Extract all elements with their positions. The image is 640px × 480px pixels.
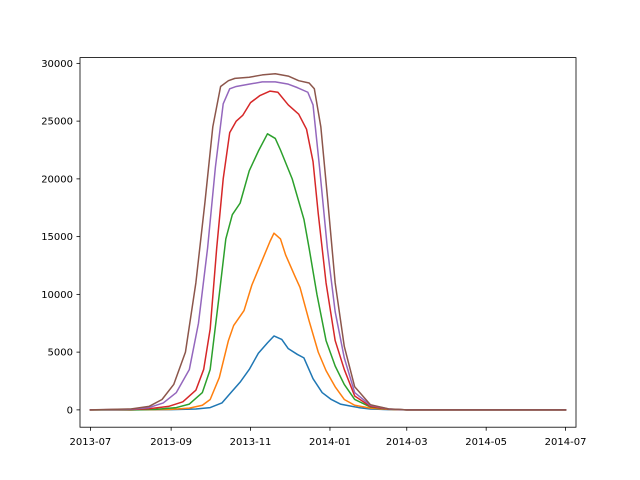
y-tick-label: 30000 <box>41 59 73 70</box>
x-tick-label: 2013-11 <box>230 437 272 448</box>
x-tick-label: 2014-03 <box>386 437 428 448</box>
series-line-5 <box>89 81 567 411</box>
series-layer <box>89 73 567 411</box>
series-line-2 <box>89 232 567 411</box>
y-axis: 0 5000 10000 15000 20000 25000 30000 <box>41 59 80 416</box>
x-tick-label: 2014-07 <box>545 437 587 448</box>
x-tick-label: 2014-01 <box>309 437 351 448</box>
y-tick-label: 0 <box>67 405 73 416</box>
x-tick-label: 2013-09 <box>150 437 192 448</box>
series-line-3 <box>89 133 567 411</box>
x-tick-label: 2013-07 <box>70 437 112 448</box>
series-line-1 <box>89 335 567 411</box>
y-tick-label: 10000 <box>41 290 73 301</box>
y-tick-label: 5000 <box>48 348 73 359</box>
y-tick-label: 20000 <box>41 174 73 185</box>
series-line-6 <box>89 73 567 411</box>
plot-frame <box>79 57 577 428</box>
series-line-4 <box>89 90 567 411</box>
x-axis: 2013-07 2013-09 2013-11 2014-01 2014-03 2014-… <box>70 427 587 448</box>
y-tick-label: 15000 <box>41 232 73 243</box>
x-tick-label: 2014-05 <box>465 437 507 448</box>
y-tick-label: 25000 <box>41 117 73 128</box>
